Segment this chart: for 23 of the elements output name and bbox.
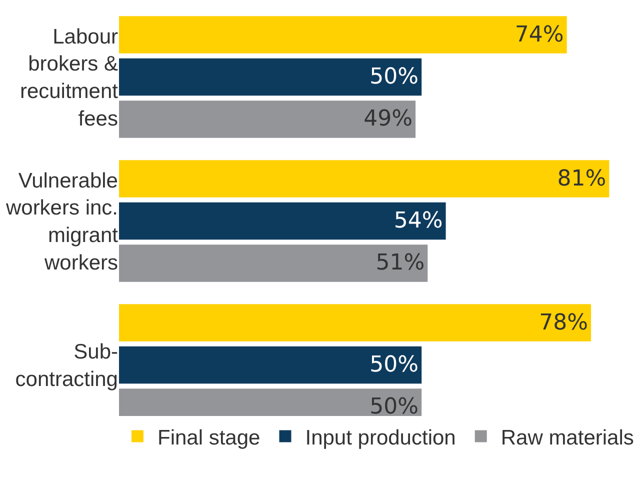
- legend-label: Raw materials: [500, 426, 634, 450]
- data-label: 50%: [370, 352, 419, 378]
- legend-label: Input production: [305, 426, 456, 450]
- bar: [119, 16, 567, 54]
- bar: [119, 58, 422, 96]
- legend-label: Final stage: [158, 426, 260, 450]
- data-label: 78%: [539, 310, 588, 336]
- y-tick-label: Vulnerable workers inc. migrant workers: [4, 169, 118, 274]
- data-label: 51%: [376, 250, 425, 276]
- data-label: 54%: [394, 208, 443, 234]
- y-tick-label: Sub- contracting: [15, 340, 118, 391]
- bar: [119, 346, 422, 384]
- data-label: 50%: [370, 394, 419, 420]
- data-label: 74%: [514, 22, 564, 48]
- bar: [119, 244, 428, 282]
- data-label: 81%: [557, 166, 606, 192]
- data-label: 50%: [370, 64, 419, 90]
- bar: [119, 160, 610, 198]
- bar: [119, 100, 416, 138]
- y-tick-label: Labour brokers & recuitment fees: [20, 25, 118, 130]
- bar: [119, 202, 446, 240]
- bar: [119, 304, 592, 342]
- data-label: 49%: [364, 106, 413, 132]
